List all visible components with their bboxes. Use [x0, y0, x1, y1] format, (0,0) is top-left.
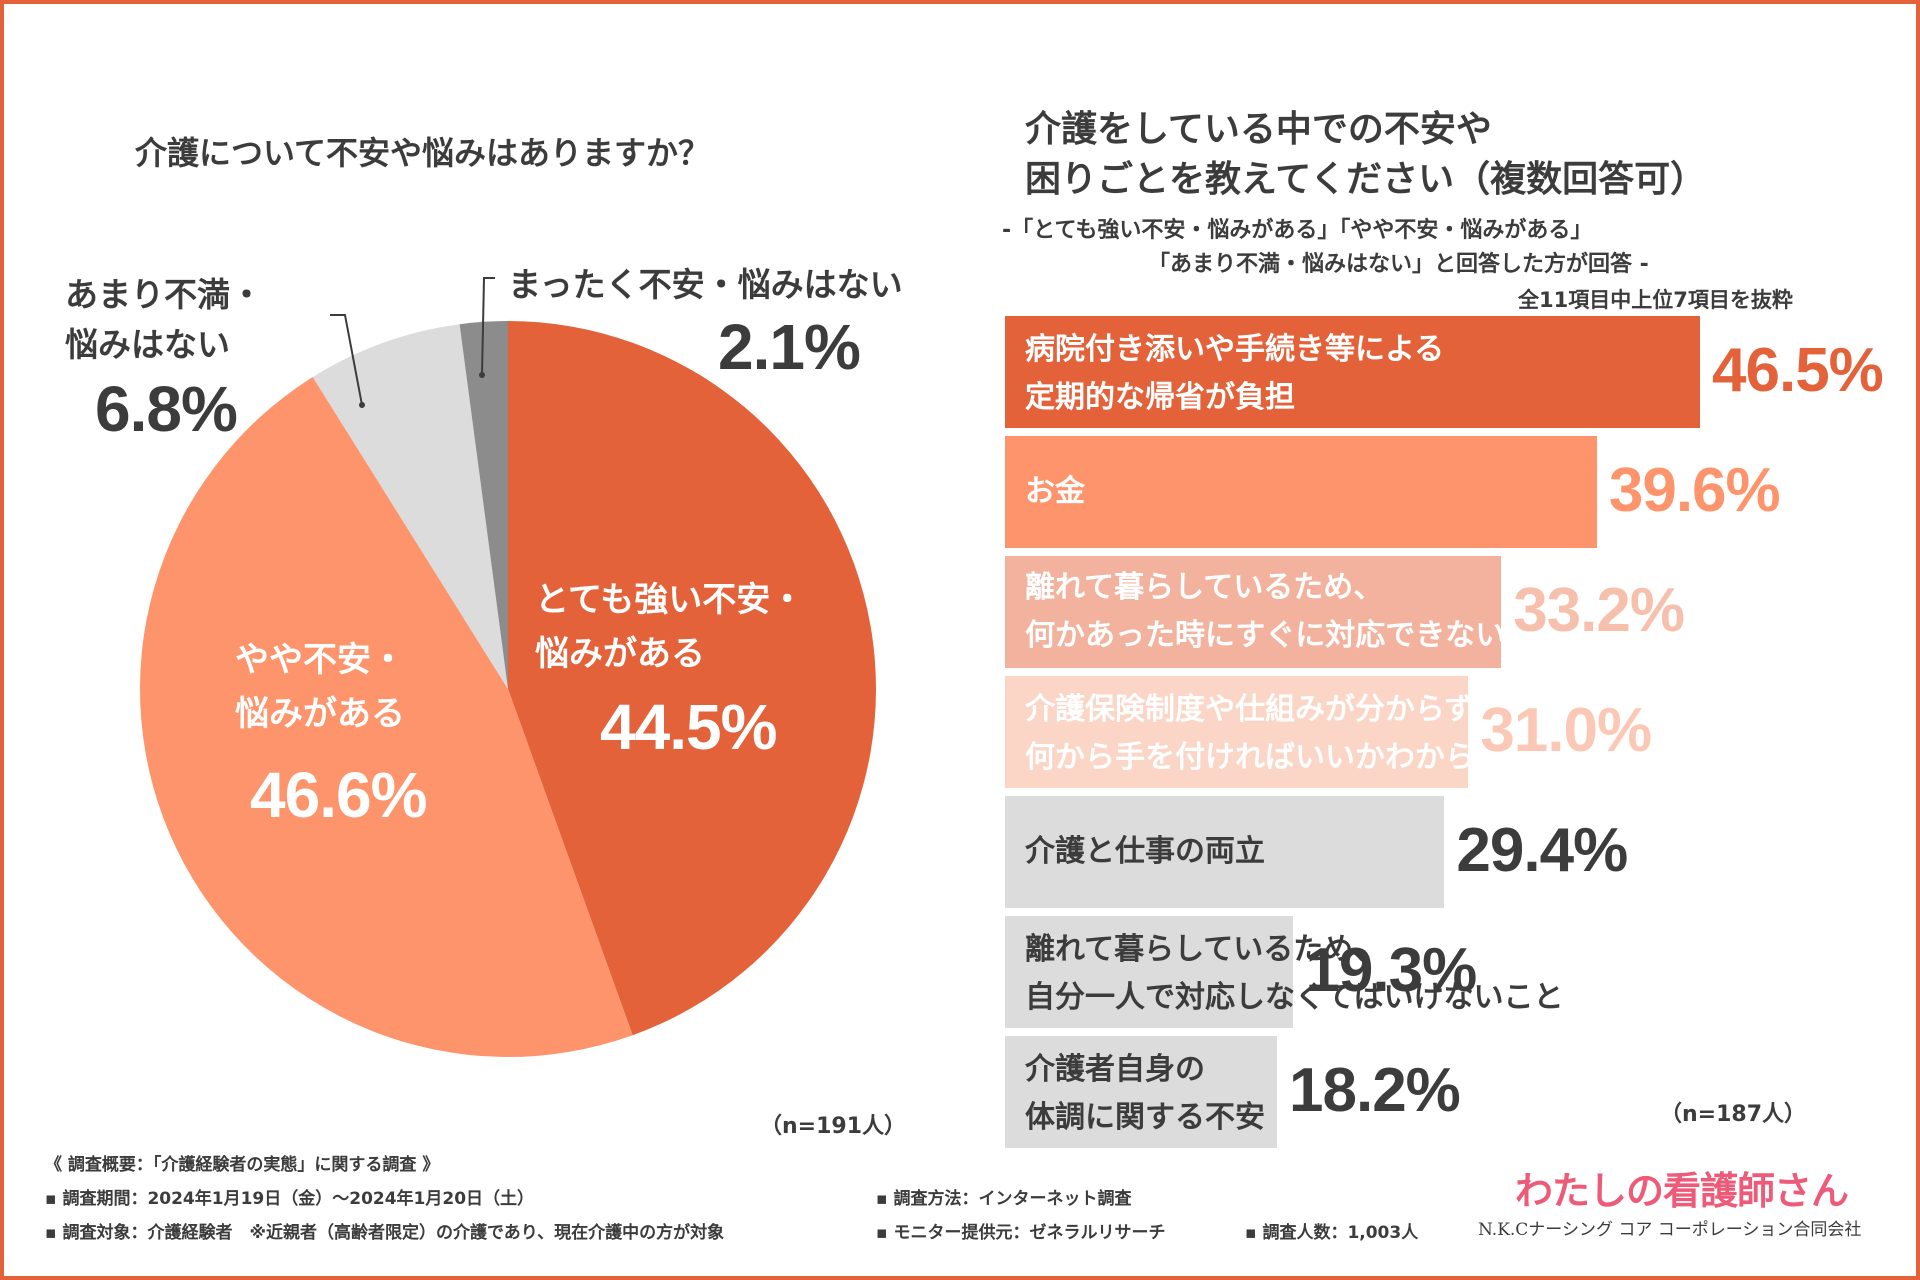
leader-dot-none [479, 372, 485, 378]
bar-value-5: 19.3% [1305, 936, 1477, 1005]
pie-slice-not-much [312, 324, 508, 689]
pie-title: 介護について不安や悩みはありますか？ [135, 134, 711, 172]
bar-label-2: 離れて暮らしているため、 何かあった時にすぐに対応できない [1025, 570, 1506, 653]
footer-count: ▪ 調査人数：1,003人 [1245, 1223, 1419, 1243]
slice-value-none: 2.1% [718, 311, 861, 383]
slice-label-somewhat-line2: 悩みがある [235, 694, 405, 734]
bar-label-4: 介護と仕事の両立 [1025, 834, 1265, 869]
bar-item-2 [1005, 556, 1502, 668]
bar-item-6 [1005, 1036, 1278, 1148]
leader-line-none [481, 277, 495, 376]
pie-slice-strong [508, 321, 876, 1036]
footer-provider: ▪ モニター提供元：ゼネラルリサーチ [876, 1223, 1166, 1243]
bar-item-4 [1005, 796, 1445, 908]
bar-value-2: 33.2% [1513, 576, 1685, 645]
bar-title-line2: 困りごとを教えてください（複数回答可） [1025, 159, 1707, 200]
bar-title-line1: 介護をしている中での不安や [1025, 109, 1492, 150]
slice-label-not-much-line1: あまり不満・ [65, 275, 263, 314]
footer-method: ▪ 調査方法：インターネット調査 [876, 1189, 1132, 1209]
leader-line-not-much [330, 314, 363, 406]
slice-value-not-much: 6.8% [95, 373, 238, 445]
bar-item-0 [1005, 316, 1700, 428]
bar-label-5: 離れて暮らしているため、 自分一人で対応しなくてはいけないこと [1025, 932, 1564, 1015]
pie-sample-size: （n=191人） [760, 1114, 907, 1139]
pie-slice-none [459, 321, 508, 689]
leader-dot-not-much [359, 402, 365, 408]
brand-logo: わたしの看護師さん [1515, 1169, 1849, 1213]
bar-sample-size: （n=187人） [1660, 1102, 1807, 1127]
bar-value-3: 31.0% [1480, 696, 1652, 765]
footer-period: ▪ 調査期間：2024年1月19日（金）〜2024年1月20日（土） [45, 1189, 535, 1209]
bar-value-6: 18.2% [1289, 1056, 1461, 1125]
bar-value-4: 29.4% [1456, 816, 1628, 885]
bar-note: 全11項目中上位7項目を抜粋 [1518, 288, 1793, 312]
bar-item-1 [1005, 436, 1597, 548]
brand-company: N.K.Cナーシング コア コーポレーション合同会社 [1478, 1220, 1862, 1240]
slice-label-strong-line1: とても強い不安・ [535, 580, 805, 620]
footer-target: ▪ 調査対象：介護経験者 ※近親者（高齢者限定）の介護であり、現在介護中の方が対… [45, 1223, 725, 1243]
bar-value-1: 39.6% [1608, 456, 1781, 525]
bar-label-1: お金 [1025, 474, 1085, 509]
bar-item-3 [1005, 676, 1469, 788]
footer-heading: 《 調査概要：「介護経験者の実態」に関する調査 》 [45, 1155, 440, 1175]
bar-item-5 [1005, 916, 1294, 1028]
slice-label-somewhat-line1: やや不安・ [235, 640, 405, 680]
bar-subtitle-line2: 「あまり不満・悩みはない」と回答した方が回答 - [1148, 252, 1649, 277]
pie-chart [139, 277, 876, 1058]
bar-value-0: 46.5% [1712, 336, 1884, 405]
bar-label-0: 病院付き添いや手続き等による 定期的な帰省が負担 [1025, 332, 1445, 415]
pie-slice-somewhat [139, 377, 633, 1058]
slice-value-strong: 44.5% [600, 691, 777, 763]
bar-label-6: 介護者自身の 体調に関する不安 [1025, 1052, 1265, 1135]
bar-label-3: 介護保険制度や仕組みが分からず、 何から手を付ければいいかわからない [1025, 692, 1535, 775]
slice-label-strong-line2: 悩みがある [535, 634, 705, 674]
slice-value-somewhat: 46.6% [250, 759, 427, 831]
bar-subtitle-line1: -「とても強い不安・悩みがある」「やや不安・悩みがある」 [1002, 218, 1593, 243]
slice-label-none: まったく不安・悩みはない [508, 265, 903, 304]
slice-label-not-much-line2: 悩みはない [65, 325, 230, 364]
